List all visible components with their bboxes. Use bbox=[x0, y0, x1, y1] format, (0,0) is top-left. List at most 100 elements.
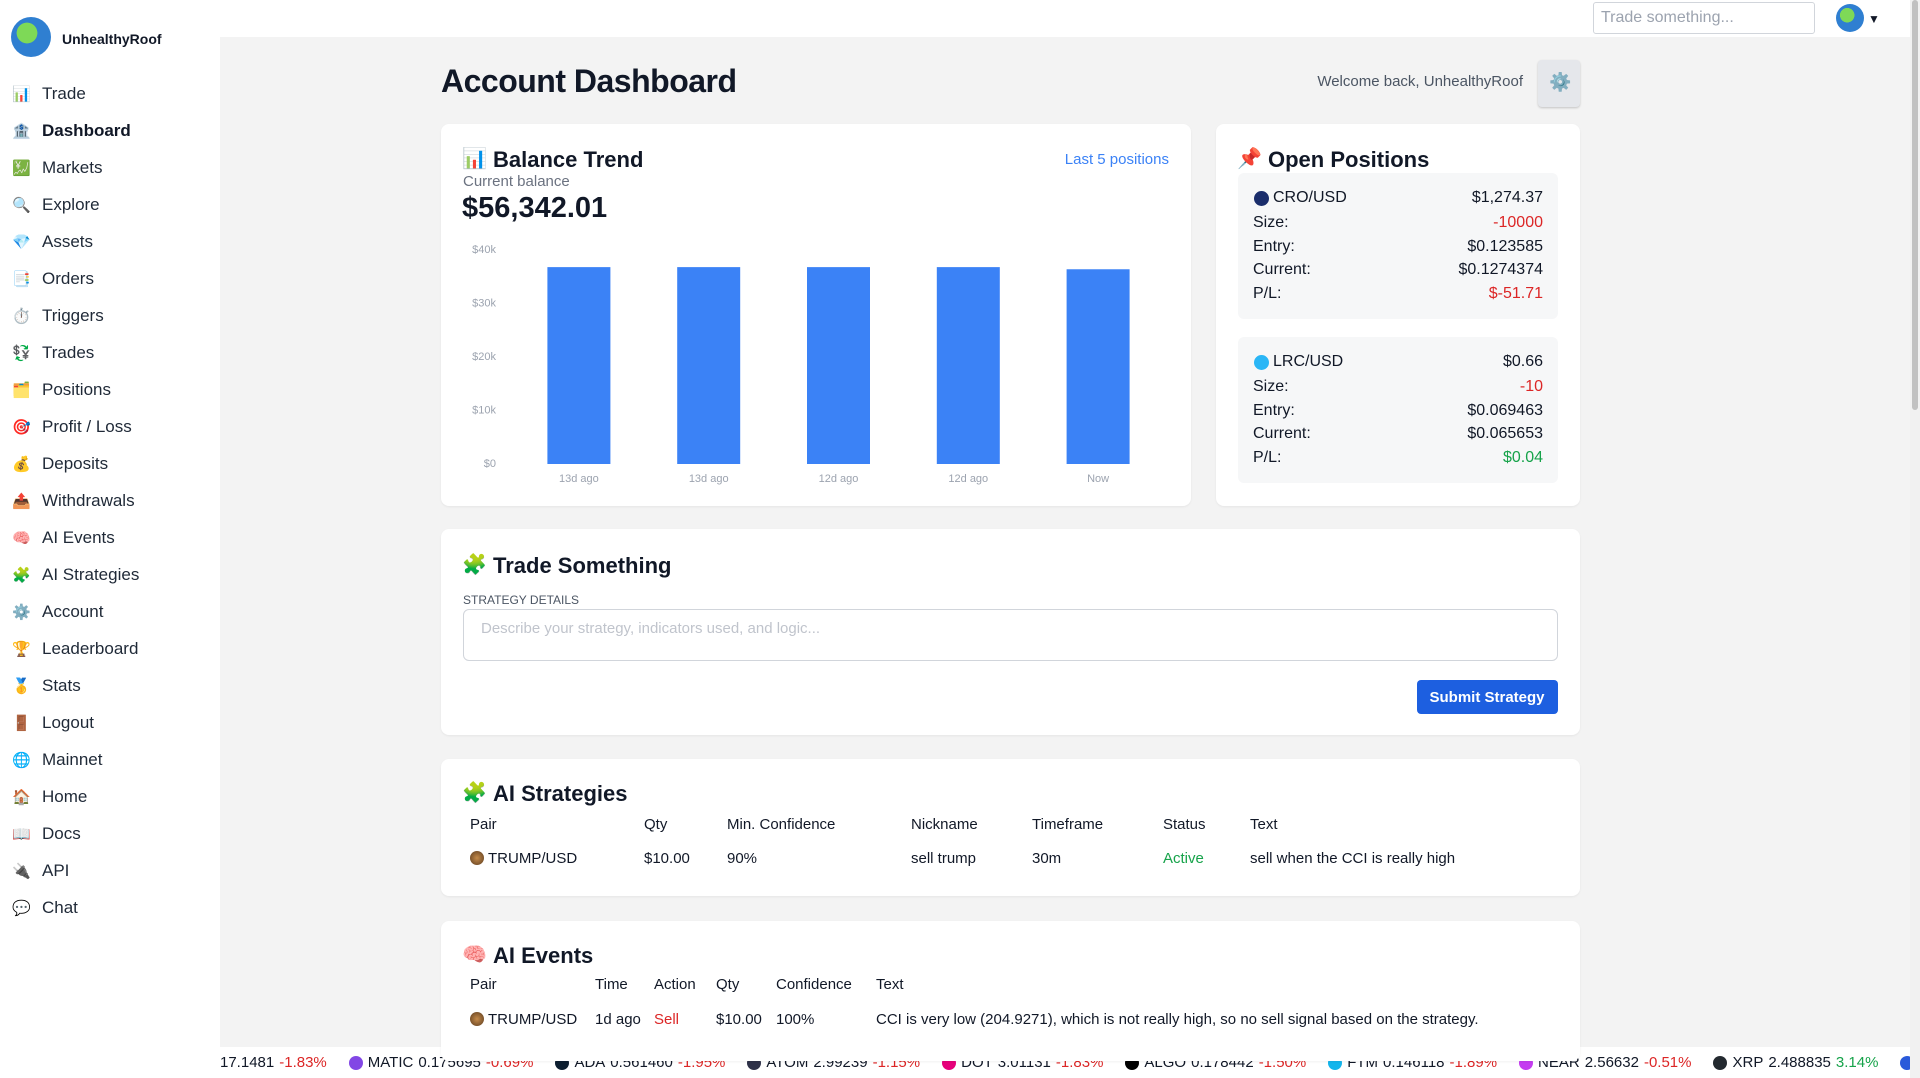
nav-link[interactable]: Positions bbox=[42, 380, 111, 399]
card-icon: 📊 bbox=[462, 148, 487, 170]
nav-icon: 💰 bbox=[12, 455, 31, 473]
button-label[interactable]: Submit Strategy bbox=[1429, 688, 1545, 706]
card-title: Balance Trend bbox=[493, 146, 644, 172]
settings-icon[interactable]: ⚙️ bbox=[1549, 71, 1572, 92]
nav-icon: 🗂️ bbox=[12, 381, 31, 399]
page-title: Account Dashboard bbox=[441, 62, 737, 99]
nav-icon: 📊 bbox=[12, 85, 31, 103]
nav-link[interactable]: Chat bbox=[42, 898, 78, 917]
nav-link[interactable]: Docs bbox=[42, 824, 81, 843]
nav-link[interactable]: Withdrawals bbox=[42, 491, 135, 510]
nav-link[interactable]: Trade bbox=[42, 84, 86, 103]
card-title: Trade Something bbox=[493, 552, 672, 578]
search-box bbox=[1593, 2, 1815, 34]
nav-icon: 🚪 bbox=[12, 714, 31, 732]
position-field-value: $0.04 bbox=[1502, 448, 1543, 466]
nav-link[interactable]: Mainnet bbox=[42, 750, 103, 769]
column-header: Qty bbox=[716, 975, 740, 993]
nav-link[interactable]: Explore bbox=[42, 195, 100, 214]
ticker-price: 2.488835 bbox=[1768, 1054, 1831, 1071]
table-cell: 90% bbox=[727, 849, 758, 867]
column-header: Action bbox=[654, 975, 696, 993]
brand-name: UnhealthyRoof bbox=[62, 31, 162, 47]
position-box bbox=[1238, 337, 1558, 483]
ticker-symbol: MATIC bbox=[367, 1054, 414, 1071]
nav-icon: 🏦 bbox=[12, 122, 31, 140]
nav-icon: 📑 bbox=[12, 270, 31, 288]
column-header: Pair bbox=[470, 975, 497, 993]
nav-link[interactable]: Leaderboard bbox=[42, 639, 139, 658]
nav-icon: 📤 bbox=[12, 492, 31, 510]
table-cell: 1d ago bbox=[595, 1010, 641, 1028]
nav-link[interactable]: Logout bbox=[42, 713, 94, 732]
nav-link[interactable]: Profit / Loss bbox=[42, 417, 132, 436]
coin-icon bbox=[470, 851, 484, 865]
nav-link[interactable]: Orders bbox=[42, 269, 94, 288]
position-field: Current: bbox=[1253, 261, 1311, 278]
column-header: Status bbox=[1163, 815, 1206, 833]
nav-link[interactable]: Trades bbox=[42, 343, 95, 362]
column-header: Text bbox=[876, 975, 904, 993]
position-field-value: $0.1274374 bbox=[1458, 261, 1543, 278]
position-field-value: $-51.71 bbox=[1488, 284, 1543, 302]
bar bbox=[807, 267, 870, 464]
nav-icon: 🔌 bbox=[12, 862, 31, 880]
nav-link[interactable]: API bbox=[42, 861, 70, 880]
coin-icon bbox=[1900, 1055, 1910, 1070]
scrollbar bbox=[1910, 0, 1920, 1078]
card-icon: 🧠 bbox=[462, 944, 487, 966]
column-header: Timeframe bbox=[1032, 815, 1104, 833]
table-cell: Sell bbox=[654, 1010, 680, 1028]
y-tick-label: $10k bbox=[472, 404, 496, 416]
position-field: P/L: bbox=[1253, 284, 1282, 302]
bar bbox=[677, 267, 741, 464]
nav-link[interactable]: AI Strategies bbox=[42, 565, 140, 584]
scroll-thumb bbox=[1912, 0, 1918, 410]
nav-link[interactable]: Assets bbox=[42, 232, 94, 251]
ticker-price: 2.56632 bbox=[1584, 1054, 1639, 1071]
bar bbox=[1066, 269, 1130, 464]
x-tick-label: 13d ago bbox=[559, 473, 599, 485]
position-value: $0.66 bbox=[1502, 353, 1543, 370]
strategies-card bbox=[441, 759, 1580, 896]
ticker-change: -1.83% bbox=[279, 1054, 327, 1071]
search-placeholder[interactable]: Trade something... bbox=[1601, 9, 1734, 26]
table-cell: sell trump bbox=[911, 849, 977, 867]
nav-link[interactable]: Deposits bbox=[42, 454, 109, 473]
events-card bbox=[441, 921, 1580, 1061]
x-tick-label: 12d ago bbox=[948, 473, 988, 485]
nav-icon: ⏱️ bbox=[12, 307, 31, 325]
avatar[interactable] bbox=[1836, 4, 1864, 32]
coin-icon bbox=[1254, 190, 1269, 206]
ticker-item: LINK15.5400-2.13% bbox=[1900, 1054, 1910, 1071]
nav-link[interactable]: Markets bbox=[42, 158, 103, 177]
balance-amount: $56,342.01 bbox=[462, 191, 608, 224]
table-cell: $10.00 bbox=[716, 1010, 762, 1028]
column-header: Confidence bbox=[776, 975, 852, 993]
positions-link[interactable]: Last 5 positions bbox=[1064, 150, 1169, 168]
nav-icon: 🥇 bbox=[12, 677, 31, 695]
coin-icon bbox=[348, 1055, 363, 1070]
y-tick-label: $30k bbox=[472, 297, 496, 309]
position-field: Size: bbox=[1253, 214, 1289, 231]
position-box bbox=[1238, 173, 1558, 319]
nav-link[interactable]: AI Events bbox=[42, 528, 115, 547]
nav-link[interactable]: Account bbox=[42, 602, 104, 621]
column-header: Min. Confidence bbox=[727, 815, 836, 833]
position-field-value: $0.065653 bbox=[1467, 425, 1543, 442]
menu-arrow: ▼ bbox=[1868, 11, 1880, 26]
field-label: STRATEGY DETAILS bbox=[463, 592, 580, 607]
nav-link[interactable]: Triggers bbox=[42, 306, 104, 325]
nav-icon: 🏠 bbox=[12, 788, 31, 806]
nav-icon: 💱 bbox=[12, 344, 31, 362]
nav-icon: 🏆 bbox=[12, 640, 31, 658]
nav-link[interactable]: Dashboard bbox=[42, 121, 131, 140]
nav-link[interactable]: Stats bbox=[42, 676, 81, 695]
ticker-item: XRP 2.488835 3.14% bbox=[1713, 1054, 1878, 1071]
position-field-value: -10000 bbox=[1493, 214, 1543, 231]
y-tick-label: $40k bbox=[472, 244, 496, 256]
nav-link[interactable]: Home bbox=[42, 787, 88, 806]
input-placeholder[interactable]: Describe your strategy, indicators used,… bbox=[481, 619, 821, 637]
y-tick-label: $20k bbox=[472, 351, 496, 363]
ticker-change: -0.51% bbox=[1643, 1054, 1692, 1071]
